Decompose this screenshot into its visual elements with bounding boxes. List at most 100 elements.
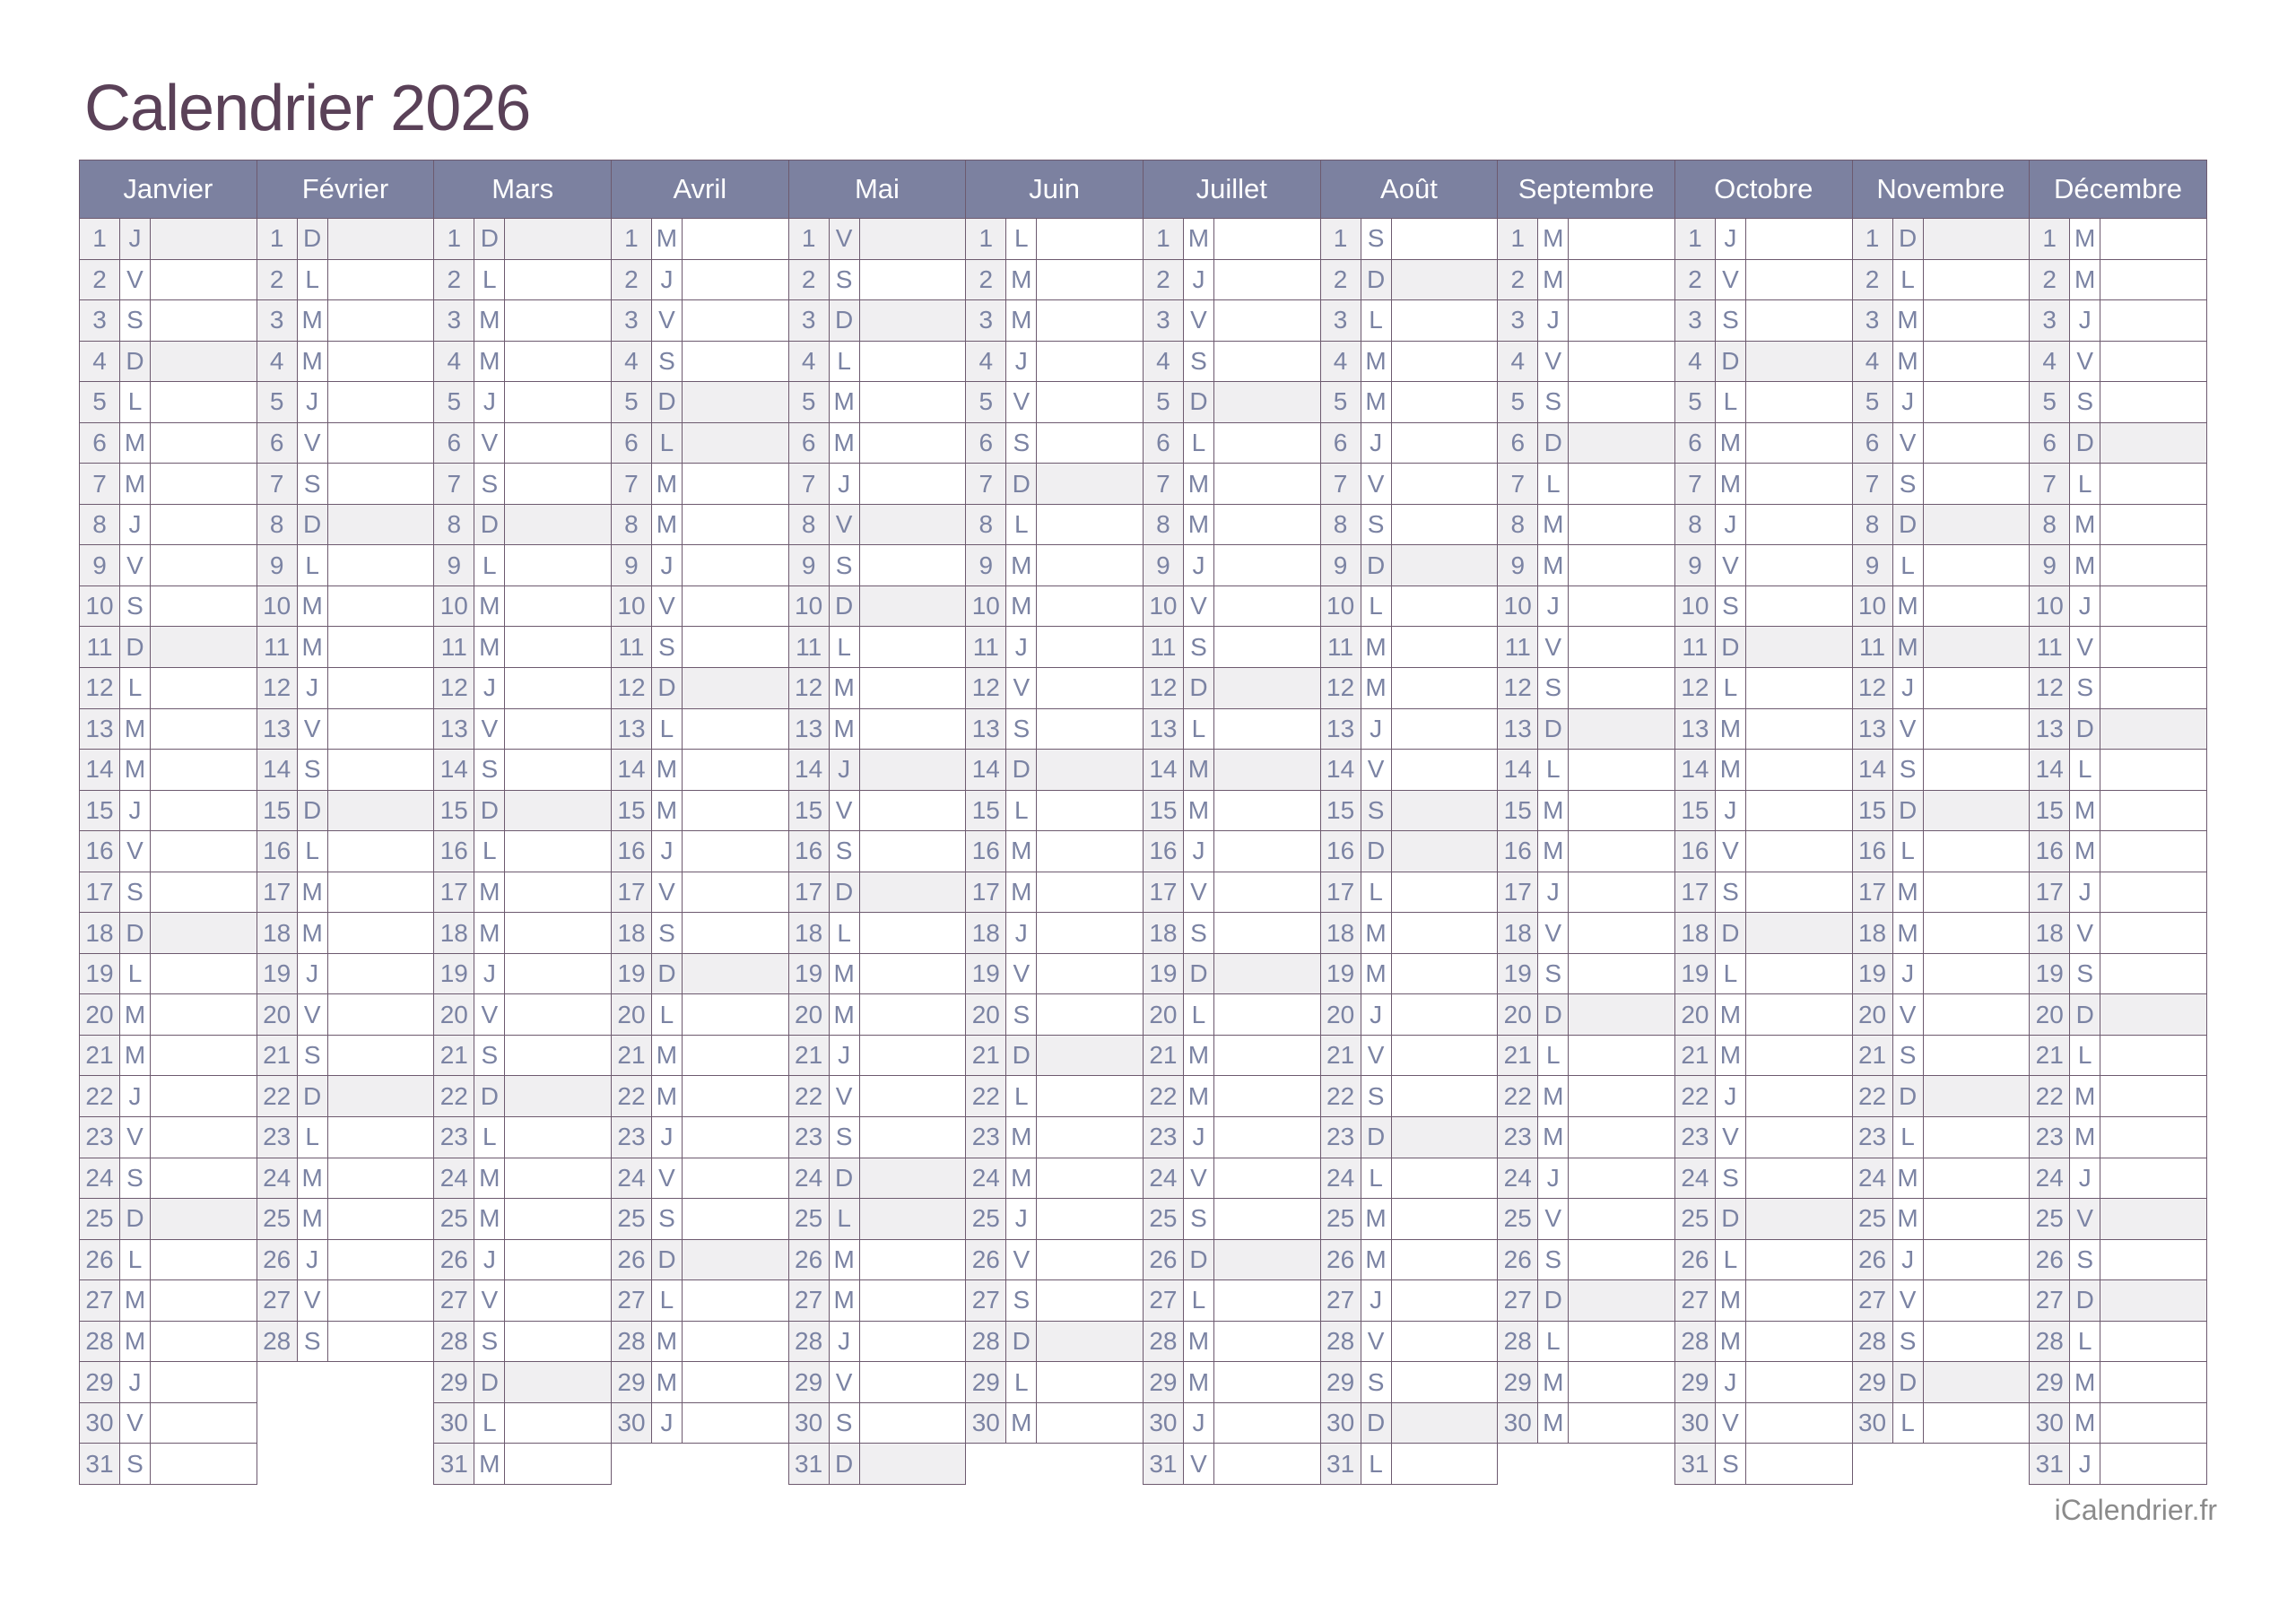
day-number-cell: 17 xyxy=(611,872,652,913)
day-number-cell: 16 xyxy=(2030,831,2071,872)
day-note-cell xyxy=(1392,1036,1498,1076)
day-number-cell: 18 xyxy=(1674,913,1716,953)
day-note-cell xyxy=(860,1117,966,1158)
day-note-cell xyxy=(1924,505,2030,545)
month-column-juillet: Juillet 1 M 2 J 3 V 4 S 5 D 6 L 7 M 8 M 9 J 10 V 11 S 12 D 13 L 14 M… xyxy=(1142,160,1321,1485)
day-number-cell: 8 xyxy=(434,504,475,545)
day-row: 29 S xyxy=(1320,1362,1498,1403)
day-row: 13 V xyxy=(257,708,434,750)
day-note-cell xyxy=(1214,1036,1320,1076)
day-note-cell xyxy=(2100,709,2206,750)
day-letter-cell: S xyxy=(1716,585,1746,627)
day-row: 21 L xyxy=(1498,1035,1674,1077)
day-number-cell: 7 xyxy=(1320,464,1361,504)
day-number-cell: 28 xyxy=(434,1321,475,1362)
day-number-cell: 22 xyxy=(1143,1076,1184,1117)
day-letter-cell: L xyxy=(1538,1321,1570,1362)
day-letter-cell: M xyxy=(120,750,151,790)
day-row: 18 V xyxy=(2030,913,2206,954)
day-note-cell xyxy=(1037,1240,1143,1280)
day-number-cell: 23 xyxy=(434,1117,475,1158)
day-row: 24 J xyxy=(1498,1158,1674,1200)
day-note-cell xyxy=(1569,1362,1674,1402)
day-note-cell xyxy=(1392,1280,1498,1321)
day-number-cell: 4 xyxy=(788,341,830,382)
day-note-cell xyxy=(1746,1362,1852,1402)
day-note-cell xyxy=(151,300,257,341)
day-note-cell xyxy=(1037,954,1143,994)
day-letter-cell: J xyxy=(474,382,506,422)
day-letter-cell: J xyxy=(1893,953,1924,994)
day-note-cell xyxy=(1392,1240,1498,1280)
day-row: 22 D xyxy=(257,1076,434,1118)
day-note-cell xyxy=(1214,423,1320,464)
day-letter-cell: M xyxy=(1893,872,1924,913)
day-note-cell xyxy=(1214,668,1320,708)
day-number-cell: 27 xyxy=(1498,1280,1539,1321)
day-number-cell: 29 xyxy=(1498,1362,1539,1402)
day-row: 30 L xyxy=(434,1402,611,1444)
day-letter-cell: M xyxy=(1716,708,1746,750)
day-letter-cell: D xyxy=(1716,913,1746,953)
day-number-cell: 8 xyxy=(966,504,1007,545)
day-note-cell xyxy=(1037,1158,1143,1199)
day-row: 18 M xyxy=(1320,913,1498,954)
day-letter-cell: L xyxy=(1006,219,1038,259)
day-number-cell: 25 xyxy=(1143,1199,1184,1239)
day-row: 13 L xyxy=(611,708,788,750)
day-note-cell xyxy=(1214,1322,1320,1362)
day-note-cell xyxy=(2100,1117,2206,1158)
day-row: 18 M xyxy=(434,913,611,954)
day-row: 14 L xyxy=(2030,750,2206,791)
day-number-cell: 14 xyxy=(611,750,652,790)
day-letter-cell: J xyxy=(298,668,328,708)
day-letter-cell: D xyxy=(1893,1362,1924,1402)
day-letter-cell: S xyxy=(1716,300,1746,341)
day-number-cell: 27 xyxy=(2030,1280,2071,1321)
day-letter-cell: J xyxy=(298,382,328,422)
day-note-cell xyxy=(1569,994,1674,1035)
day-note-cell xyxy=(1392,219,1498,259)
day-note-cell xyxy=(860,750,966,790)
day-number-cell: 15 xyxy=(257,790,298,831)
day-number-cell: 25 xyxy=(1852,1199,1893,1239)
day-number-cell: 16 xyxy=(80,831,120,872)
footer-brand: iCalendrier.fr xyxy=(2054,1494,2217,1526)
day-letter-cell: D xyxy=(1538,994,1570,1035)
day-letter-cell: V xyxy=(120,831,151,872)
day-number-cell: 1 xyxy=(2030,219,2071,259)
day-number-cell: 12 xyxy=(1498,668,1539,708)
day-row: 25 V xyxy=(1498,1199,1674,1240)
day-letter-cell: M xyxy=(120,708,151,750)
day-row: 22 M xyxy=(611,1076,788,1118)
day-number-cell: 31 xyxy=(434,1444,475,1484)
day-number-cell: 9 xyxy=(434,545,475,585)
day-number-cell: 29 xyxy=(80,1362,120,1402)
month-column-fevrier: Février 1 D 2 L 3 M 4 M 5 J 6 V 7 S 8 D 9 L 10 M 11 M 12 J 13 V 14 S… xyxy=(256,160,435,1363)
day-number-cell: 1 xyxy=(1143,219,1184,259)
day-note-cell xyxy=(1569,464,1674,504)
day-letter-cell: L xyxy=(652,422,683,464)
day-row: 17 M xyxy=(1852,872,2030,914)
day-note-cell xyxy=(505,1036,611,1076)
day-letter-cell: M xyxy=(120,1035,151,1076)
day-letter-cell: L xyxy=(1006,1076,1038,1117)
day-number-cell: 17 xyxy=(257,872,298,913)
day-note-cell xyxy=(1924,750,2030,790)
day-row: 14 D xyxy=(966,750,1143,791)
day-row: 30 V xyxy=(1674,1402,1852,1444)
day-letter-cell: V xyxy=(652,1158,683,1199)
day-note-cell xyxy=(1037,1362,1143,1402)
day-note-cell xyxy=(1569,872,1674,913)
day-number-cell: 14 xyxy=(1674,750,1716,790)
day-note-cell xyxy=(683,668,788,708)
day-number-cell: 8 xyxy=(611,504,652,545)
day-note-cell xyxy=(1214,831,1320,872)
day-row: 20 M xyxy=(1674,994,1852,1036)
day-row: 21 S xyxy=(434,1035,611,1077)
